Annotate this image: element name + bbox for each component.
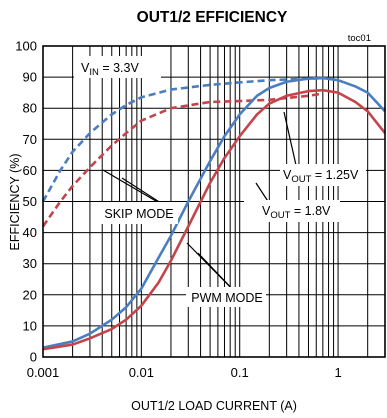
x-tick-label: 1 [334,365,341,380]
series-line-2 [41,92,324,228]
y-tick-label: 10 [23,318,37,333]
annotation-pwm-mode: PWM MODE [191,291,263,305]
x-tick-label: 0.1 [231,365,249,380]
x-tick-label: 0.001 [27,365,60,380]
y-tick-label: 100 [15,39,37,54]
y-tick-label: 20 [23,287,37,302]
annotation-vout-1-8v: VOUT = 1.8V [262,204,331,221]
series-line-1 [41,76,323,203]
y-tick-label: 0 [30,350,37,365]
x-tick-label: 0.01 [129,365,154,380]
annotation-vin: VIN = 3.3V [81,61,139,78]
annotation-vout-1-25v: VOUT = 1.25V [283,168,359,185]
y-tick-label: 40 [23,225,37,240]
ticks: 0 10 20 30 40 50 60 70 80 90 100 0.001 0.01 0.1 1 [15,39,341,381]
series-line-3 [42,76,386,349]
x-axis-label: OUT1/2 LOAD CURRENT (A) [131,399,297,413]
y-tick-label: 70 [23,132,37,147]
y-tick-label: 60 [23,163,37,178]
series-layer [41,76,387,351]
y-tick-label: 50 [23,194,37,209]
y-tick-label: 80 [23,101,37,116]
figure-code: toc01 [348,33,371,44]
y-tick-label: 30 [23,256,37,271]
annotation-skip-mode: SKIP MODE [104,207,173,221]
chart-title: OUT1/2 EFFICIENCY [137,9,288,26]
annotation-layer: VIN = 3.3V SKIP MODE VOUT = 1.25V VOUT =… [74,56,366,307]
y-axis-label: EFFICIENCY (%) [8,154,22,251]
series-line-4 [42,88,387,351]
plot-frame [42,45,386,358]
y-tick-label: 90 [23,70,37,85]
